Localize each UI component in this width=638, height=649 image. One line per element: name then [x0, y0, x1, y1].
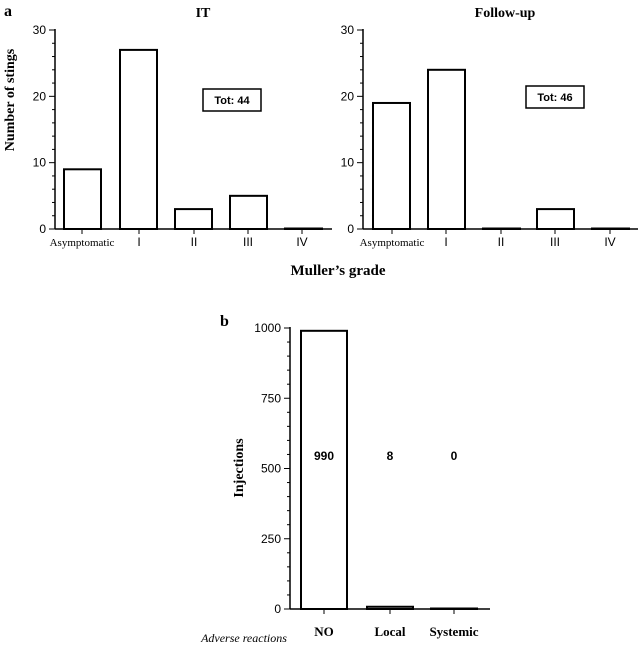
bar [174, 208, 213, 231]
data-label: 990 [314, 449, 334, 463]
y-tick-label: 0 [39, 222, 46, 236]
y-tick-label: 10 [33, 156, 47, 170]
x-tick-label: III [550, 235, 560, 249]
annotation-text: Tot: 46 [537, 92, 572, 104]
y-tick-label: 20 [33, 89, 47, 103]
x-tick-label: NO [314, 624, 334, 639]
data-label: 8 [387, 449, 394, 463]
shared-x-axis-label: Muller’s grade [290, 263, 385, 279]
bar [119, 48, 158, 231]
x-tick-label: II [498, 235, 505, 249]
annotation-box [525, 85, 585, 109]
x-tick-label: IV [296, 235, 307, 249]
panel-label-a: a [4, 3, 12, 20]
bar [427, 68, 466, 230]
bar [63, 168, 102, 231]
bar [372, 101, 411, 230]
y-tick-label: 10 [341, 156, 355, 170]
y-tick-label: 1000 [254, 321, 281, 335]
bar [366, 605, 414, 611]
x-tick-label: Asymptomatic [50, 237, 115, 249]
x-tick-label: Asymptomatic [360, 237, 425, 249]
x-tick-label: IV [604, 235, 615, 249]
data-label: 0 [451, 449, 458, 463]
bar [430, 607, 478, 610]
y-tick-label: 0 [347, 222, 354, 236]
chart-injections: 0 250 500 750 1000 NO 990 Local 8 Systemic 0 Inject… [200, 321, 490, 645]
y-tick-label: 0 [274, 602, 281, 616]
panel-label-b: b [220, 313, 229, 330]
x-tick-label: I [137, 235, 140, 249]
bar [284, 227, 323, 230]
y-tick-label: 750 [261, 391, 281, 405]
chart-title: Follow-up [475, 6, 536, 21]
x-axis-label: Adverse reactions [200, 631, 287, 645]
y-tick-label: 20 [341, 89, 355, 103]
bar [536, 208, 575, 231]
y-axis-label: Number of stings [3, 48, 18, 151]
annotation-text: Tot: 44 [214, 95, 250, 107]
annotation-box [202, 88, 262, 112]
y-tick-label: 30 [341, 23, 355, 37]
bar [229, 194, 268, 230]
y-tick-label: 250 [261, 532, 281, 546]
x-tick-label: III [243, 235, 253, 249]
bar [482, 227, 521, 230]
x-tick-label: I [444, 235, 447, 249]
y-tick-label: 500 [261, 462, 281, 476]
chart-title: IT [196, 6, 211, 21]
y-axis-label: Injections [232, 438, 247, 498]
bar [591, 227, 630, 230]
y-tick-label: 30 [33, 23, 47, 37]
bar [300, 329, 348, 610]
x-tick-label: II [191, 235, 198, 249]
x-tick-label: Local [374, 624, 405, 639]
x-tick-label: Systemic [429, 624, 478, 639]
